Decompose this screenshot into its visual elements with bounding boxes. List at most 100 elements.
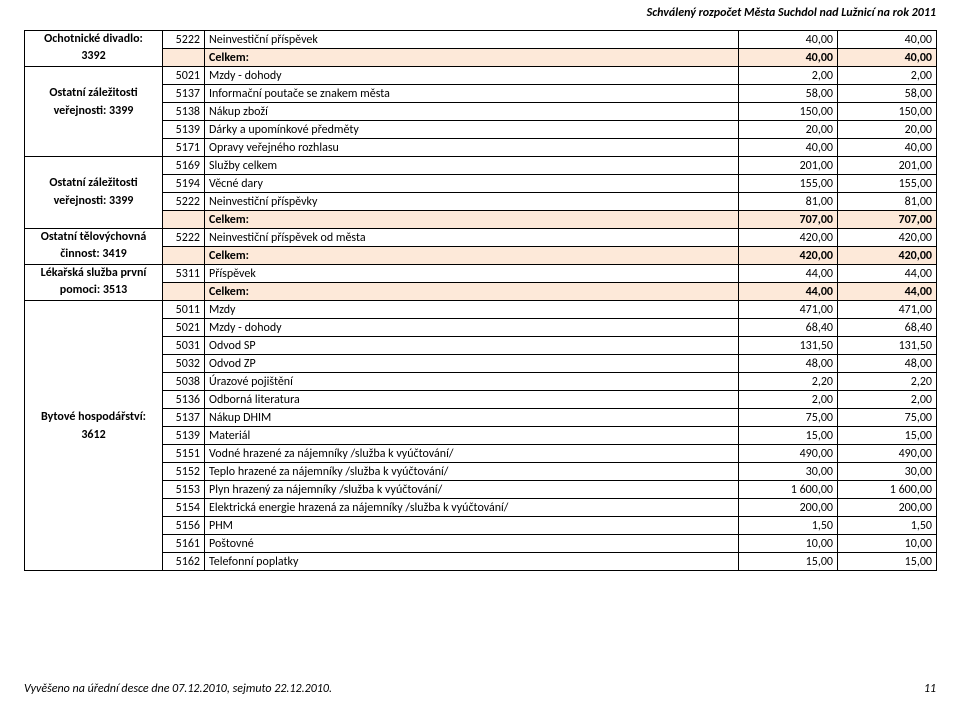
row-v1: 15,00 bbox=[739, 553, 838, 571]
cell bbox=[163, 211, 205, 229]
row-v1: 1,50 bbox=[739, 517, 838, 535]
row-code: 5152 bbox=[163, 463, 205, 481]
row-desc: Příspěvek bbox=[205, 265, 739, 283]
row-v1: 471,00 bbox=[739, 301, 838, 319]
row-v1: 68,40 bbox=[739, 319, 838, 337]
row-desc: Nákup zboží bbox=[205, 103, 739, 121]
table-row: Ochotnické divadlo:5222Neinvestiční přís… bbox=[25, 31, 937, 49]
section-label-spacer bbox=[25, 139, 163, 157]
section-label-spacer bbox=[25, 121, 163, 139]
row-code: 5169 bbox=[163, 157, 205, 175]
section-label-spacer bbox=[25, 157, 163, 175]
row-desc: Nákup DHIM bbox=[205, 409, 739, 427]
row-v2: 48,00 bbox=[838, 355, 937, 373]
row-v1: 131,50 bbox=[739, 337, 838, 355]
row-desc: Neinvestiční příspěvek od města bbox=[205, 229, 739, 247]
table-row: 5038Úrazové pojištění2,202,20 bbox=[25, 373, 937, 391]
table-row: 36125139Materiál15,0015,00 bbox=[25, 427, 937, 445]
row-v1: 20,00 bbox=[739, 121, 838, 139]
table-row: Lékařská služba první5311Příspěvek44,004… bbox=[25, 265, 937, 283]
celkem-label: Celkem: bbox=[205, 247, 739, 265]
row-desc: Odvod ZP bbox=[205, 355, 739, 373]
row-desc: PHM bbox=[205, 517, 739, 535]
row-desc: Teplo hrazené za nájemníky /služba k vyú… bbox=[205, 463, 739, 481]
section-label-spacer bbox=[25, 445, 163, 463]
row-desc: Úrazové pojištění bbox=[205, 373, 739, 391]
section-label-spacer bbox=[25, 373, 163, 391]
row-code: 5139 bbox=[163, 121, 205, 139]
row-desc: Elektrická energie hrazená za nájemníky … bbox=[205, 499, 739, 517]
row-code: 5031 bbox=[163, 337, 205, 355]
page-title: Schválený rozpočet Města Suchdol nad Luž… bbox=[647, 6, 936, 20]
row-code: 5153 bbox=[163, 481, 205, 499]
celkem-v1: 40,00 bbox=[739, 49, 838, 67]
row-v2: 15,00 bbox=[838, 553, 937, 571]
row-v2: 490,00 bbox=[838, 445, 937, 463]
celkem-v2: 707,00 bbox=[838, 211, 937, 229]
section-label: Ochotnické divadlo: bbox=[25, 31, 163, 49]
table-row: 5171Opravy veřejného rozhlasu40,0040,00 bbox=[25, 139, 937, 157]
row-code: 5139 bbox=[163, 427, 205, 445]
celkem-row: činnost: 3419Celkem:420,00420,00 bbox=[25, 247, 937, 265]
section-label-spacer bbox=[25, 463, 163, 481]
row-code: 5038 bbox=[163, 373, 205, 391]
section-label-spacer bbox=[25, 481, 163, 499]
row-desc: Telefonní poplatky bbox=[205, 553, 739, 571]
celkem-v1: 44,00 bbox=[739, 283, 838, 301]
table-row: 5152Teplo hrazené za nájemníky /služba k… bbox=[25, 463, 937, 481]
row-code: 5011 bbox=[163, 301, 205, 319]
section-label-spacer bbox=[25, 337, 163, 355]
row-v2: 200,00 bbox=[838, 499, 937, 517]
section-label-spacer bbox=[25, 553, 163, 571]
section-label: veřejnosti: 3399 bbox=[25, 103, 163, 121]
row-v2: 150,00 bbox=[838, 103, 937, 121]
row-v2: 15,00 bbox=[838, 427, 937, 445]
table-row: 5153Plyn hrazený za nájemníky /služba k … bbox=[25, 481, 937, 499]
row-desc: Vodné hrazené za nájemníky /služba k vyú… bbox=[205, 445, 739, 463]
row-desc: Neinvestiční příspěvky bbox=[205, 193, 739, 211]
row-v2: 1,50 bbox=[838, 517, 937, 535]
section-label: veřejnosti: 3399 bbox=[25, 193, 163, 211]
row-v1: 10,00 bbox=[739, 535, 838, 553]
row-code: 5171 bbox=[163, 139, 205, 157]
row-desc: Poštovné bbox=[205, 535, 739, 553]
row-v1: 2,00 bbox=[739, 391, 838, 409]
row-v2: 2,00 bbox=[838, 391, 937, 409]
row-code: 5154 bbox=[163, 499, 205, 517]
row-v2: 40,00 bbox=[838, 139, 937, 157]
section-label-spacer bbox=[25, 301, 163, 319]
table-row: 5021Mzdy - dohody2,002,00 bbox=[25, 67, 937, 85]
table-row: 5151Vodné hrazené za nájemníky /služba k… bbox=[25, 445, 937, 463]
row-v1: 200,00 bbox=[739, 499, 838, 517]
row-v2: 155,00 bbox=[838, 175, 937, 193]
row-code: 5021 bbox=[163, 319, 205, 337]
section-label-spacer bbox=[25, 499, 163, 517]
budget-table: Ochotnické divadlo: 5222Neinvestiční přís… bbox=[24, 30, 937, 571]
row-v1: 58,00 bbox=[739, 85, 838, 103]
row-desc: Dárky a upomínkové předměty bbox=[205, 121, 739, 139]
row-desc: Odvod SP bbox=[205, 337, 739, 355]
section-label-spacer bbox=[25, 355, 163, 373]
section-label: 3612 bbox=[25, 427, 163, 445]
section-label: pomoci: 3513 bbox=[25, 283, 163, 301]
section-label: Bytové hospodářství: bbox=[25, 409, 163, 427]
celkem-row: Celkem:707,00707,00 bbox=[25, 211, 937, 229]
table-row: 5136Odborná literatura2,002,00 bbox=[25, 391, 937, 409]
row-v2: 68,40 bbox=[838, 319, 937, 337]
table-row: Ostatní záležitosti5194Věcné dary155,001… bbox=[25, 175, 937, 193]
row-code: 5222 bbox=[163, 229, 205, 247]
row-v2: 10,00 bbox=[838, 535, 937, 553]
celkem-v2: 40,00 bbox=[838, 49, 937, 67]
row-v2: 2,00 bbox=[838, 67, 937, 85]
row-v2: 131,50 bbox=[838, 337, 937, 355]
row-code: 5311 bbox=[163, 265, 205, 283]
row-v1: 44,00 bbox=[739, 265, 838, 283]
row-code: 5137 bbox=[163, 85, 205, 103]
table-row: 5156PHM1,501,50 bbox=[25, 517, 937, 535]
row-code: 5136 bbox=[163, 391, 205, 409]
row-v1: 75,00 bbox=[739, 409, 838, 427]
row-desc: Služby celkem bbox=[205, 157, 739, 175]
row-code: 5156 bbox=[163, 517, 205, 535]
page-footer: Vyvěšeno na úřední desce dne 07.12.2010,… bbox=[24, 682, 936, 696]
row-v1: 2,20 bbox=[739, 373, 838, 391]
